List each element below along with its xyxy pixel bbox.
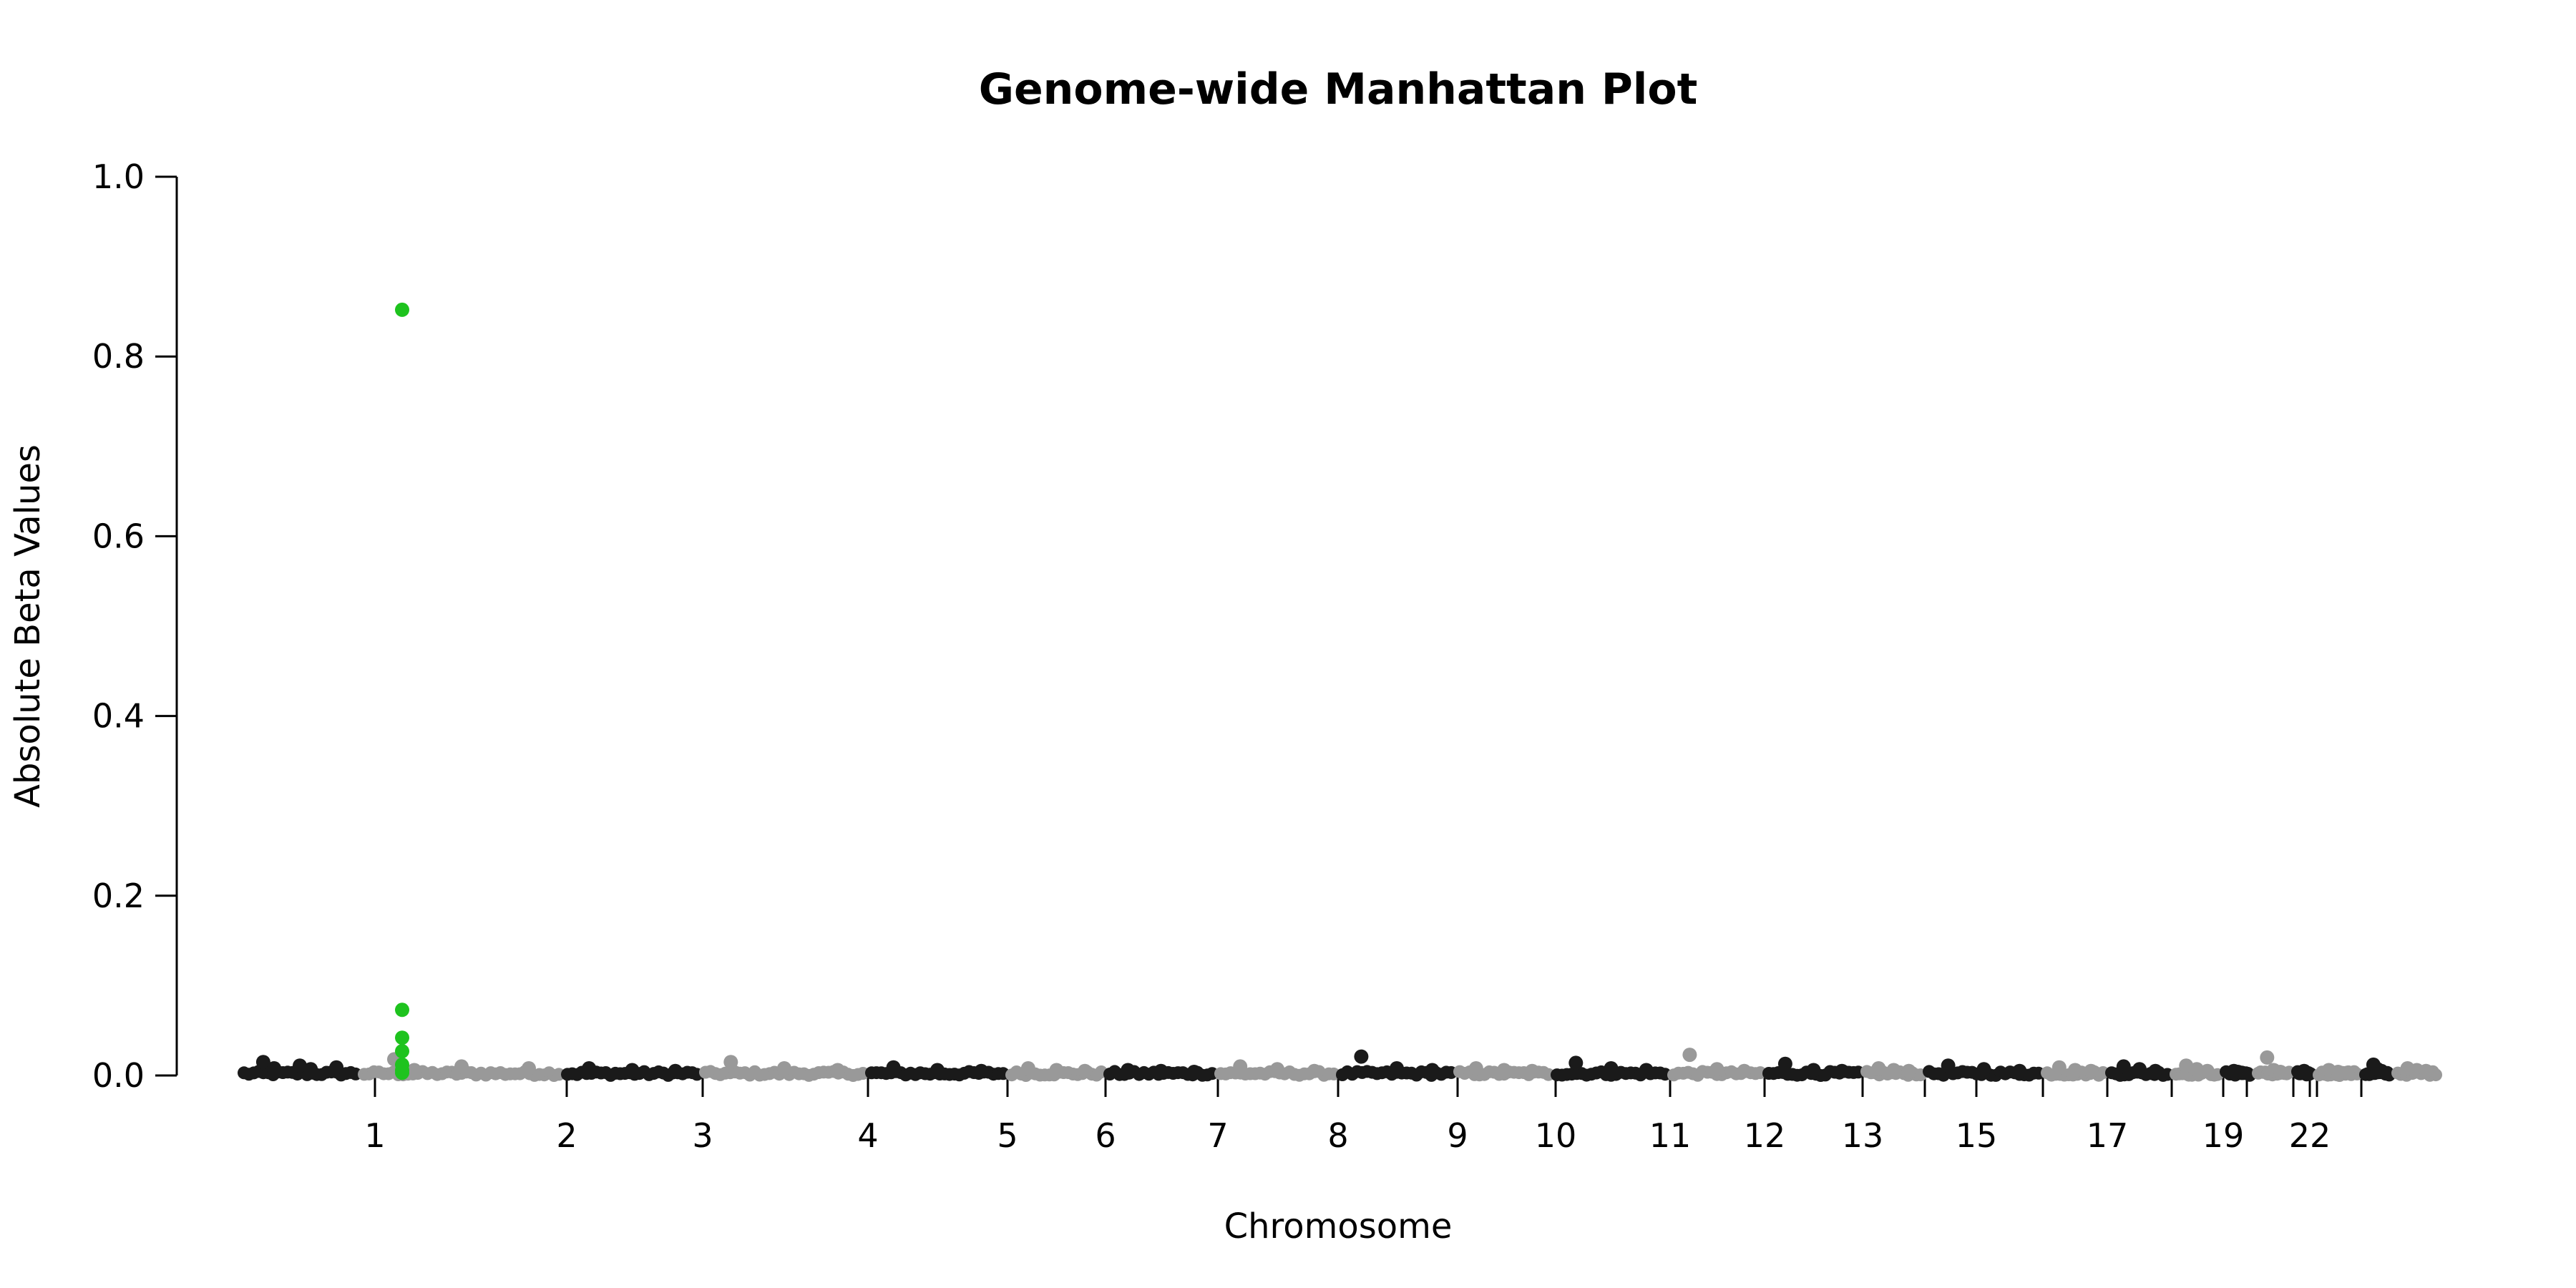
snp-point [886,1060,901,1075]
data-points [238,1048,2442,1082]
snp-point [1186,1065,1201,1079]
snp-point [407,1063,421,1078]
x-tick-label: 1 [364,1116,385,1155]
highlighted-snp-point [395,1044,409,1059]
snp-point [2012,1063,2027,1078]
snp-point [1639,1063,1654,1078]
x-tick-label: 19 [2202,1116,2245,1155]
snp-point [522,1061,536,1075]
snp-point [1806,1063,1821,1078]
snp-point [2340,1065,2355,1080]
snp-point [723,1055,738,1070]
snp-point [668,1063,683,1078]
snp-point [329,1060,344,1075]
snp-point [1497,1063,1511,1078]
snp-point [2116,1059,2131,1074]
snp-point [2273,1065,2288,1079]
x-tick-label: 5 [997,1116,1018,1155]
snp-point [2374,1063,2389,1078]
x-tick-label: 11 [1649,1116,1692,1155]
snp-point [1525,1063,1540,1078]
snp-point [1941,1058,1956,1073]
snp-point [582,1061,597,1075]
x-tick-label: 22 [2289,1116,2331,1155]
snp-point [625,1063,640,1078]
x-axis-label: Chromosome [1224,1206,1453,1246]
snp-point [1871,1061,1886,1075]
snp-point [974,1063,989,1078]
highlighted-snp-point [395,302,409,317]
x-tick-label: 13 [1842,1116,1884,1155]
snp-point [1390,1061,1404,1075]
x-tick-label: 2 [556,1116,577,1155]
snp-point [1682,1048,1697,1063]
snp-point [1737,1063,1752,1078]
x-tick-label: 6 [1095,1116,1116,1155]
snp-point [1901,1063,1916,1078]
snp-point [1568,1055,1584,1070]
y-tick-label: 0.6 [92,517,145,555]
y-axis: 0.0 0.2 0.4 0.6 0.8 1.0 [92,157,178,1095]
y-tick-label: 1.0 [92,157,145,196]
highlighted-snp-point [395,1002,409,1018]
snp-point [1468,1061,1483,1075]
x-tick-label: 4 [857,1116,878,1155]
snp-point [454,1059,469,1074]
snp-point [1709,1062,1724,1077]
snp-point [293,1058,307,1073]
snp-point [1604,1061,1619,1075]
snp-point [777,1061,791,1075]
snp-point [2148,1063,2163,1078]
snp-point [2132,1062,2147,1077]
snp-point [1307,1063,1322,1078]
snp-point [830,1063,845,1078]
snp-point [1121,1063,1136,1078]
snp-point [1976,1062,1991,1077]
snp-point [2260,1050,2275,1065]
snp-point [267,1061,282,1075]
snp-point [2200,1063,2215,1078]
snp-point [2051,1060,2067,1075]
snp-point [930,1063,945,1078]
chart-title: Genome-wide Manhattan Plot [979,64,1698,114]
y-tick-label: 0.8 [92,337,145,376]
snp-point [1233,1059,1248,1074]
y-tick-label: 0.2 [92,877,145,915]
highlighted-snp-point [395,1065,409,1080]
snp-point [2297,1065,2311,1080]
y-tick-label: 0.4 [92,697,145,736]
x-tick-label: 3 [692,1116,713,1155]
x-tick-label: 15 [1956,1116,1998,1155]
highlighted-snp-point [395,1030,409,1045]
highlighted-points [395,302,409,1080]
snp-point [1270,1062,1284,1077]
snp-point [1886,1063,1901,1078]
snp-point [1153,1063,1169,1078]
snp-point [1020,1061,1035,1075]
snp-point [255,1055,270,1070]
x-tick-label: 12 [1744,1116,1786,1155]
snp-point [2190,1062,2204,1077]
snp-point [2084,1063,2099,1078]
x-tick-label: 10 [1535,1116,1577,1155]
x-tick-label: 7 [1207,1116,1228,1155]
snp-point [1049,1063,1064,1078]
snp-point [2419,1063,2434,1078]
x-tick-label: 8 [1327,1116,1348,1155]
snp-point [1354,1049,1369,1064]
snp-point [1835,1063,1850,1078]
y-axis-label: Absolute Beta Values [8,444,48,808]
x-tick-label: 17 [2087,1116,2129,1155]
snp-point [303,1062,318,1077]
snp-point [2235,1065,2250,1080]
snp-point [2068,1063,2082,1078]
x-axis: 1 2 3 4 5 6 7 8 9 10 11 12 13 15 17 19 22 [364,1075,2363,1155]
y-tick-label: 0.0 [92,1056,145,1095]
x-tick-label: 9 [1447,1116,1468,1155]
snp-point [1078,1063,1093,1078]
snp-point [1425,1063,1440,1078]
snp-point [1777,1056,1792,1071]
